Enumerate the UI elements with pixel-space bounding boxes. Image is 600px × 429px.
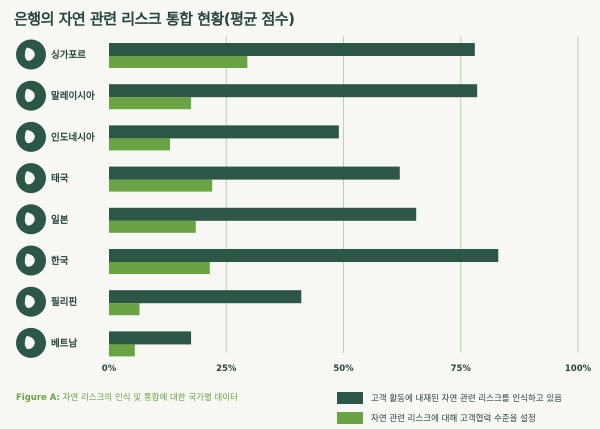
bar-series-1 — [109, 331, 192, 345]
country-map-shape-icon — [24, 171, 35, 185]
category-label: 말레이시아 — [51, 90, 95, 102]
bar-series-2 — [109, 56, 248, 68]
bar-series-1 — [109, 207, 417, 221]
bar-series-2 — [109, 179, 213, 192]
category-label: 한국 — [51, 255, 69, 267]
bar-series-2 — [109, 97, 192, 110]
category-label: 베트남 — [51, 337, 77, 349]
category-label: 태국 — [51, 173, 69, 185]
x-tick-label: 0% — [102, 364, 117, 374]
figure-caption: Figure A: 자연 리스크의 인식 및 통합에 대한 국가별 데이터 — [16, 391, 238, 403]
category-label: 인도네시아 — [51, 131, 95, 143]
legend-label-series-2: 자연 관련 리스크에 대해 고객협력 수준을 설정 — [371, 413, 536, 424]
bar-series-1 — [109, 84, 478, 98]
country-map-shape-icon — [24, 88, 35, 102]
x-tick-label: 25% — [216, 364, 237, 374]
bar-series-2 — [109, 220, 196, 233]
country-map-shape-icon — [24, 129, 35, 144]
x-tick-label: 75% — [451, 364, 472, 374]
bar-series-1 — [109, 43, 475, 56]
country-map-shape-icon — [24, 294, 35, 308]
bar-series-2 — [109, 344, 135, 357]
x-tick-label: 50% — [333, 364, 354, 374]
bar-series-1 — [109, 166, 400, 180]
category-label: 싱가포르 — [51, 49, 86, 61]
bar-series-1 — [109, 249, 499, 262]
legend: 고객 활동에 내재된 자연 관련 리스크를 인식하고 있음 자연 관련 리스크에… — [337, 389, 562, 429]
figure-caption-prefix: Figure A: — [16, 393, 60, 403]
bar-series-1 — [109, 125, 339, 139]
x-tick-label: 100% — [565, 364, 592, 374]
bar-series-2 — [109, 303, 140, 316]
legend-swatch-series-1 — [337, 391, 363, 404]
country-map-shape-icon — [24, 212, 35, 226]
chart-title: 은행의 자연 관련 리스크 통합 현황(평균 점수) — [14, 10, 295, 28]
legend-swatch-series-2 — [337, 411, 363, 424]
bar-series-1 — [109, 290, 302, 304]
category-label: 일본 — [51, 214, 69, 226]
bar-series-2 — [109, 262, 210, 274]
country-map-shape-icon — [24, 47, 35, 61]
bar-series-2 — [109, 138, 170, 151]
legend-label-series-1: 고객 활동에 내재된 자연 관련 리스크를 인식하고 있음 — [371, 393, 562, 404]
legend-item-series-1: 고객 활동에 내재된 자연 관련 리스크를 인식하고 있음 — [337, 389, 562, 406]
figure-caption-text: 자연 리스크의 인식 및 통합에 대한 국가별 데이터 — [62, 393, 238, 403]
country-map-shape-icon — [24, 335, 35, 350]
country-map-shape-icon — [24, 253, 35, 267]
category-label: 필리핀 — [51, 296, 77, 308]
legend-item-series-2: 자연 관련 리스크에 대해 고객협력 수준을 설정 — [337, 409, 562, 426]
